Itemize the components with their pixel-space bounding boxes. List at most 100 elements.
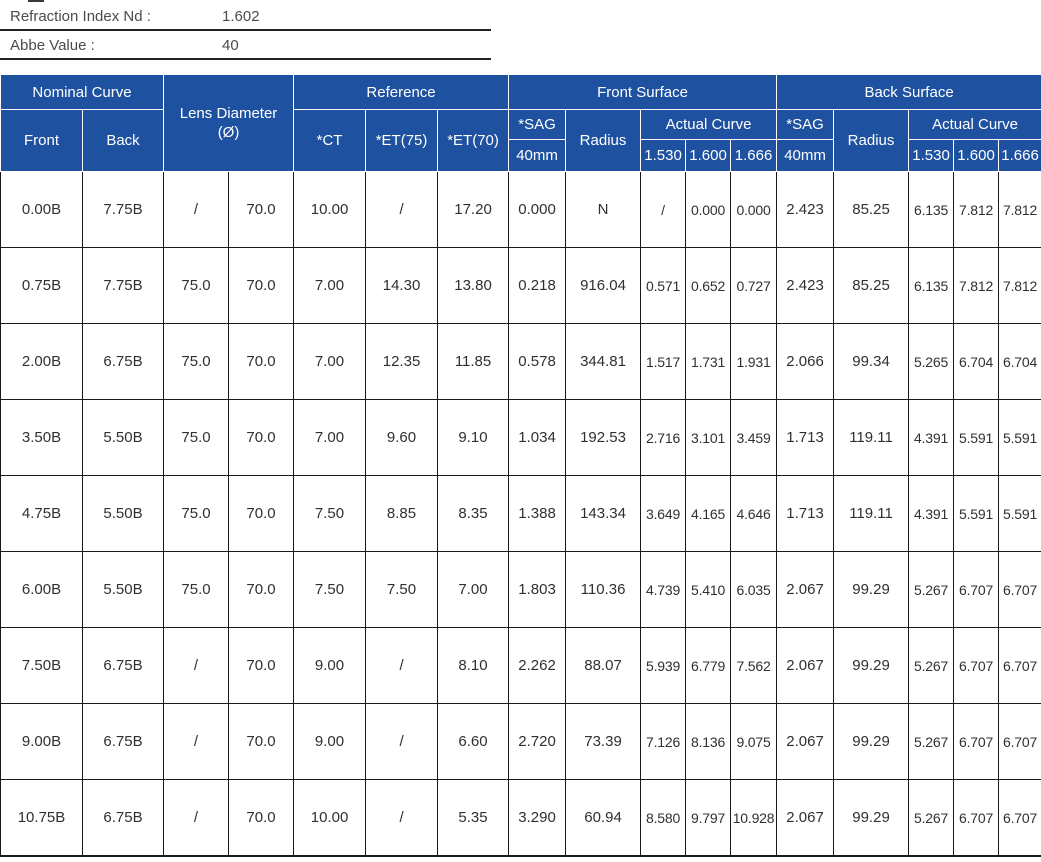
- lens-info-block: Refraction Index Nd : 1.602 Abbe Value :…: [0, 2, 491, 60]
- table-row: 9.00B 6.75B/70.0 9.00/6.60 2.720 73.39 7.126 8…: [0, 703, 1041, 780]
- table-cell: 5.50B: [81, 475, 165, 552]
- header-et70: *ET(70): [437, 109, 510, 172]
- header-back-actual-curve: Actual Curve: [908, 109, 1041, 140]
- table-cell: 6.707: [953, 551, 1000, 628]
- refraction-index-row: Refraction Index Nd : 1.602: [0, 2, 491, 31]
- table-cell: 70.0: [228, 627, 295, 704]
- table-cell: /: [163, 703, 230, 780]
- header-lens-diameter: Lens Diameter (Ø): [163, 75, 295, 172]
- table-cell: 75.0: [163, 399, 230, 476]
- header-back-index-1600: 1.600: [953, 139, 1000, 172]
- table-cell: 85.25: [833, 247, 910, 324]
- table-cell: 4.165: [685, 475, 732, 552]
- table-cell: 5.35: [437, 779, 510, 857]
- table-cell: 5.939: [640, 627, 687, 704]
- table-cell: 14.30: [365, 247, 439, 324]
- table-cell: 7.50: [365, 551, 439, 628]
- header-front-sag-40mm: 40mm: [508, 139, 567, 172]
- header-front-radius: Radius: [565, 109, 642, 172]
- table-cell: 3.101: [685, 399, 732, 476]
- table-cell: 5.50B: [81, 551, 165, 628]
- spec-table-body: 0.00B 7.75B/70.0 10.00/17.20 0.000 N/0.000 0.…: [0, 171, 1041, 857]
- table-cell: 60.94: [565, 779, 642, 857]
- table-cell: 7.126: [640, 703, 687, 780]
- table-cell: 7.562: [730, 627, 778, 704]
- table-cell: 0.652: [685, 247, 732, 324]
- table-cell: 8.580: [640, 779, 687, 857]
- table-row: 2.00B 6.75B 75.0 70.0 7.00 12.35 11.85 0.578 344…: [0, 323, 1041, 400]
- header-front-actual-curve: Actual Curve: [640, 109, 778, 140]
- table-cell: 7.00: [293, 323, 367, 400]
- table-cell: 6.75B: [81, 627, 165, 704]
- table-cell: 6.75B: [81, 779, 165, 857]
- header-front-index-1666: 1.666: [730, 139, 778, 172]
- table-cell: 99.29: [833, 703, 910, 780]
- table-cell: 7.00: [293, 399, 367, 476]
- table-cell: 3.290: [508, 779, 567, 857]
- table-cell: 5.591: [953, 399, 1000, 476]
- table-cell: /: [365, 171, 439, 248]
- header-front-index-1530: 1.530: [640, 139, 687, 172]
- table-cell: 70.0: [228, 323, 295, 400]
- table-cell: 4.75B: [0, 475, 83, 552]
- table-row: 3.50B 5.50B 75.0 70.0 7.00 9.60 9.10 1.034 192.5…: [0, 399, 1041, 476]
- table-cell: 6.707: [953, 779, 1000, 857]
- table-cell: 2.262: [508, 627, 567, 704]
- table-cell: 7.812: [953, 171, 1000, 248]
- table-cell: 2.716: [640, 399, 687, 476]
- table-cell: 8.35: [437, 475, 510, 552]
- table-cell: 9.075: [730, 703, 778, 780]
- table-cell: 99.29: [833, 551, 910, 628]
- table-cell: 110.36: [565, 551, 642, 628]
- table-row: 6.00B 5.50B 75.0 70.0 7.50 7.50 7.00 1.803 110.3…: [0, 551, 1041, 628]
- table-cell: 5.50B: [81, 399, 165, 476]
- table-cell: 7.50: [293, 551, 367, 628]
- table-cell: 0.727: [730, 247, 778, 324]
- table-cell: 70.0: [228, 551, 295, 628]
- table-cell: 1.731: [685, 323, 732, 400]
- table-cell: 70.0: [228, 247, 295, 324]
- table-cell: 12.35: [365, 323, 439, 400]
- table-cell: 9.00: [293, 703, 367, 780]
- lens-spec-table: Nominal Curve Lens Diameter (Ø) Referenc…: [0, 75, 1041, 857]
- table-cell: 0.00B: [0, 171, 83, 248]
- table-cell: 6.779: [685, 627, 732, 704]
- table-cell: 192.53: [565, 399, 642, 476]
- table-cell: 2.067: [776, 551, 835, 628]
- table-cell: 8.10: [437, 627, 510, 704]
- table-cell: 6.707: [953, 703, 1000, 780]
- table-cell: 7.00: [437, 551, 510, 628]
- table-row: 7.50B 6.75B/70.0 9.00/8.10 2.262 88.07 5.939 6…: [0, 627, 1041, 704]
- table-cell: N: [565, 171, 642, 248]
- table-cell: 88.07: [565, 627, 642, 704]
- table-cell: 6.75B: [81, 323, 165, 400]
- table-cell: 119.11: [833, 475, 910, 552]
- table-cell: 0.000: [685, 171, 732, 248]
- table-cell: 85.25: [833, 171, 910, 248]
- table-cell: 99.29: [833, 627, 910, 704]
- table-cell: 2.00B: [0, 323, 83, 400]
- table-cell: 4.391: [908, 475, 955, 552]
- table-row: 4.75B 5.50B 75.0 70.0 7.50 8.85 8.35 1.388 143.3…: [0, 475, 1041, 552]
- header-front-index-1600: 1.600: [685, 139, 732, 172]
- table-cell: 4.391: [908, 399, 955, 476]
- header-back-surface: Back Surface: [776, 75, 1041, 110]
- table-cell: 6.707: [998, 551, 1041, 628]
- table-cell: 2.067: [776, 627, 835, 704]
- table-cell: 8.136: [685, 703, 732, 780]
- table-cell: 8.85: [365, 475, 439, 552]
- table-cell: 6.707: [998, 779, 1041, 857]
- table-cell: 7.812: [998, 171, 1041, 248]
- table-cell: 70.0: [228, 399, 295, 476]
- table-cell: 70.0: [228, 475, 295, 552]
- table-cell: 2.067: [776, 779, 835, 857]
- table-row: 0.75B 7.75B 75.0 70.0 7.00 14.30 13.80 0.218 916…: [0, 247, 1041, 324]
- table-cell: 6.707: [998, 627, 1041, 704]
- table-cell: 0.75B: [0, 247, 83, 324]
- header-back: Back: [81, 109, 165, 172]
- header-front-surface: Front Surface: [508, 75, 778, 110]
- table-cell: /: [163, 171, 230, 248]
- table-cell: 75.0: [163, 475, 230, 552]
- table-cell: 2.423: [776, 247, 835, 324]
- table-cell: /: [365, 703, 439, 780]
